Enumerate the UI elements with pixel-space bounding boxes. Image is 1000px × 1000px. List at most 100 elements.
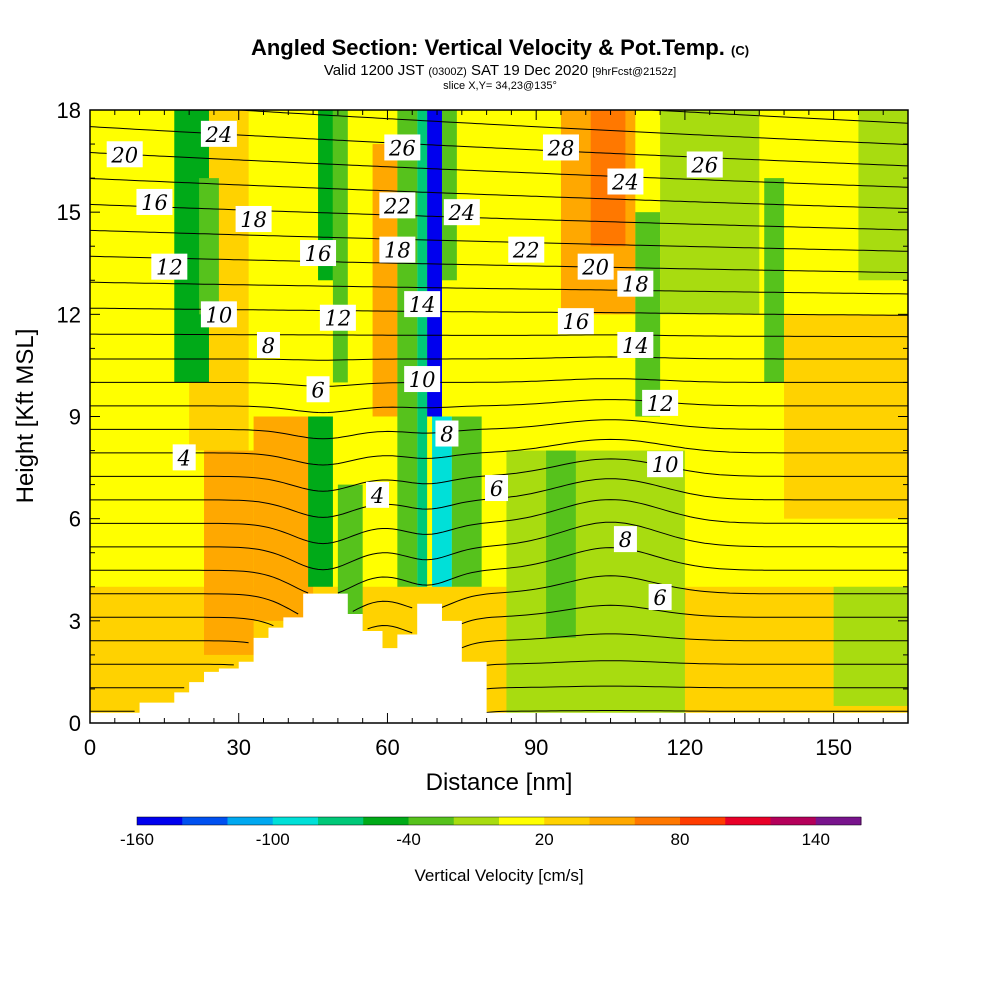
- y-tick-label: 6: [69, 507, 81, 532]
- isentrope-label: 12: [642, 389, 679, 416]
- colorbar-swatch: [544, 817, 590, 825]
- isentrope-line: [90, 521, 908, 571]
- isentrope-label-bg: [485, 475, 509, 502]
- velocity-cell-14: [427, 110, 442, 417]
- velocity-cell-23: [635, 212, 661, 417]
- isentrope-label-bg: [617, 331, 654, 358]
- velocity-cell-25: [764, 178, 785, 383]
- x-axis-label: Distance [nm]: [426, 769, 573, 796]
- velocity-cell-15: [432, 416, 452, 587]
- isentrope-label: 16: [300, 240, 337, 267]
- isentrope-label-text: 4: [370, 484, 384, 508]
- isentrope-label-bg: [306, 376, 330, 403]
- isentrope-label-bg: [557, 308, 594, 335]
- velocity-cell-13: [417, 110, 428, 587]
- isentrope-label-text: 24: [205, 123, 233, 147]
- isentrope-label-bg: [435, 420, 459, 447]
- velocity-cell-6: [253, 416, 314, 621]
- chart-title: Angled Section: Vertical Velocity & Pot.…: [0, 36, 1000, 63]
- terrain-mountain: [90, 593, 908, 723]
- isentrope-line: [90, 458, 908, 492]
- isentrope-label-bg: [648, 583, 672, 610]
- isentrope-line: [472, 76, 908, 102]
- isentrope-label-bg: [151, 253, 188, 280]
- colorbar-tick-label: -100: [256, 830, 290, 849]
- forecast-info: [9hrFcst@2152z]: [592, 66, 677, 78]
- isentrope-line: [90, 229, 908, 252]
- isentrope-label: 12: [151, 253, 188, 280]
- isentrope-label: 18: [235, 205, 272, 232]
- isentrope-label-text: 18: [622, 273, 649, 297]
- terrain: [90, 593, 908, 723]
- colorbar-swatch: [318, 817, 364, 825]
- colorbar-swatch: [137, 817, 183, 825]
- isentrope-label: 22: [379, 192, 416, 219]
- y-tick-label: 18: [57, 98, 81, 123]
- y-axis-label: Height [Kft MSL]: [12, 329, 39, 504]
- isentrope-label-bg: [577, 253, 614, 280]
- y-tick-label: 9: [69, 405, 81, 430]
- isentrope-label-bg: [443, 199, 480, 226]
- colorbar-tick-label: 20: [535, 830, 554, 849]
- colorbar-swatch: [589, 817, 636, 825]
- chart-title-block: Angled Section: Vertical Velocity & Pot.…: [0, 36, 1000, 93]
- isentrope-label-bg: [508, 236, 545, 263]
- x-tick-label: 60: [375, 735, 399, 760]
- velocity-cell-5: [204, 450, 254, 655]
- isentrope-label-text: 20: [581, 256, 609, 280]
- isentrope-label-bg: [256, 331, 280, 358]
- velocity-cell-27: [858, 110, 908, 281]
- isentrope-label-text: 14: [622, 334, 649, 358]
- valid-date: SAT 19 Dec 2020: [471, 62, 589, 79]
- x-tick-label: 0: [84, 735, 96, 760]
- x-tick-label: 90: [524, 735, 548, 760]
- isentrope-label: 24: [443, 199, 480, 226]
- colorbar-tick-label: -40: [396, 830, 421, 849]
- isentrope-line: [90, 575, 908, 615]
- isentrope-label: 14: [404, 291, 441, 318]
- isentrope-label-bg: [200, 301, 237, 328]
- isentrope-label-bg: [106, 141, 143, 168]
- isentrope-line: [834, 76, 908, 80]
- isentrope-label-bg: [379, 192, 416, 219]
- colorbar-swatch: [363, 817, 409, 825]
- isentrope-line: [90, 604, 908, 634]
- isentrope-label: 6: [306, 376, 330, 403]
- isentrope-label: 10: [404, 366, 441, 393]
- isentrope-label-text: 6: [311, 378, 324, 402]
- isentrope-label-bg: [136, 188, 173, 215]
- velocity-cell-7: [308, 416, 333, 587]
- isentrope-label: 14: [617, 331, 654, 358]
- isentrope-label-text: 14: [409, 293, 436, 317]
- valid-time: Valid 1200 JST: [323, 62, 425, 79]
- x-tick-label: 120: [667, 735, 704, 760]
- isentrope-label-text: 8: [440, 423, 453, 447]
- isentrope-label-text: 28: [547, 136, 575, 160]
- isentrope-label-bg: [366, 481, 390, 508]
- chart-subtitle: Valid 1200 JST (0300Z) SAT 19 Dec 2020 […: [0, 63, 1000, 80]
- isentrope-label-bg: [379, 236, 416, 263]
- isentrope-label: 22: [508, 236, 545, 263]
- isentrope-line: [642, 110, 908, 124]
- chart-title-unit: (C): [731, 43, 750, 58]
- isentrope-label-text: 26: [690, 153, 718, 177]
- colorbar-swatch: [408, 817, 455, 825]
- velocity-cell-20: [546, 450, 576, 638]
- colorbar-tick-label: 140: [802, 830, 830, 849]
- x-tick-label: 150: [815, 735, 852, 760]
- colorbar-swatch: [634, 817, 681, 825]
- velocity-cell-18: [481, 110, 561, 417]
- isentrope-label-text: 6: [490, 477, 503, 501]
- isentrope-line: [90, 685, 908, 690]
- colorbar-swatch: [499, 817, 545, 825]
- colorbar-tick-label: -160: [120, 830, 154, 849]
- velocity-cell-26: [784, 314, 908, 519]
- isentrope-label: 20: [106, 141, 143, 168]
- colorbar-frame: [136, 816, 862, 826]
- isentrope-label: 4: [366, 481, 390, 508]
- isentrope-line: [90, 710, 908, 713]
- velocity-cell-4: [199, 178, 219, 315]
- isentrope-label-text: 22: [383, 194, 411, 218]
- isentrope-line: [90, 419, 908, 440]
- isentrope-line: [90, 203, 908, 231]
